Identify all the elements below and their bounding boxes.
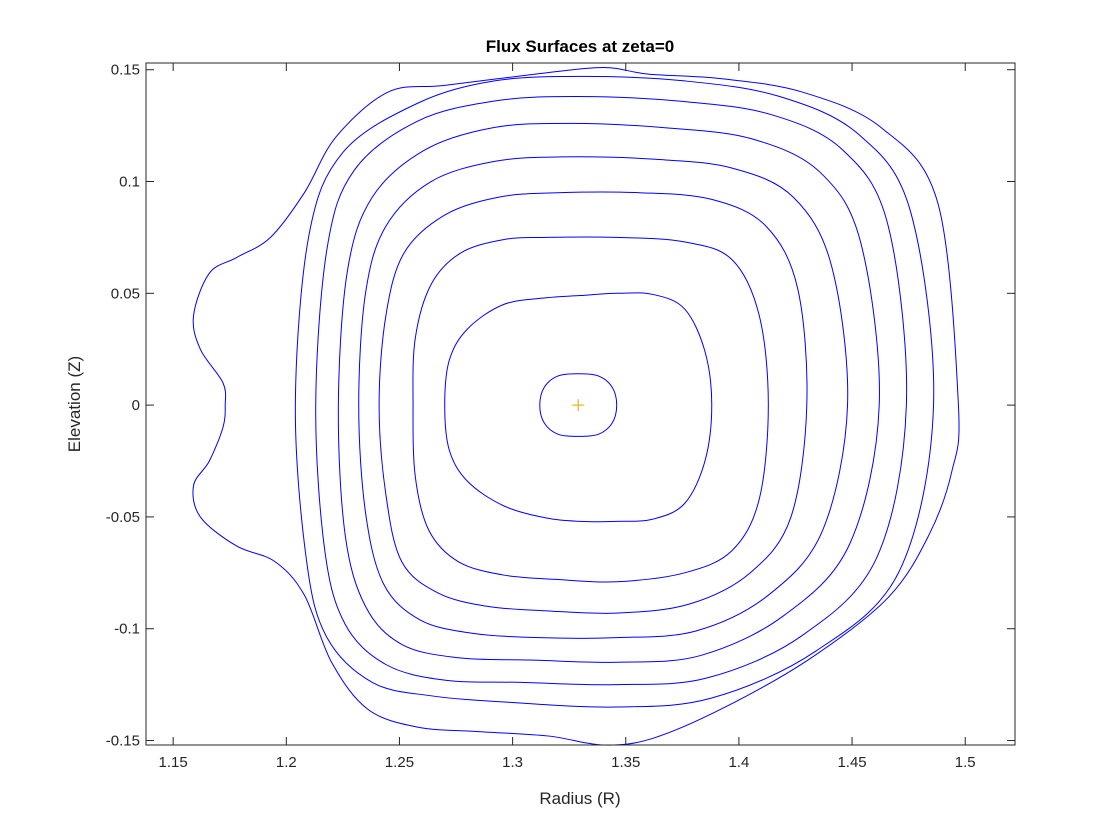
flux-surface-6 [337, 122, 880, 663]
y-tick-label: -0.05 [106, 509, 140, 526]
y-tick-label: -0.1 [114, 621, 140, 638]
flux-surface-3 [412, 236, 769, 583]
axes-box [145, 62, 1016, 746]
flux-surface-curves [192, 66, 960, 746]
chart-title: Flux Surfaces at zeta=0 [486, 37, 675, 56]
magnetic-axis-marker [572, 399, 585, 412]
x-tick-label: 1.2 [276, 754, 297, 771]
flux-surface-9 [192, 66, 960, 746]
flux-surface-5 [358, 156, 849, 639]
x-tick-label: 1.25 [385, 754, 414, 771]
x-tick-label: 1.35 [611, 754, 640, 771]
y-tick-label: 0 [132, 397, 140, 414]
flux-surface-7 [315, 96, 908, 686]
x-tick-label: 1.15 [159, 754, 188, 771]
flux-surface-1 [539, 373, 618, 437]
x-tick-label: 1.5 [955, 754, 976, 771]
y-tick-label: 0.1 [119, 174, 140, 191]
y-tick-label: 0.05 [111, 285, 140, 302]
y-tick-label: -0.15 [106, 733, 140, 750]
x-axis-ticks: 1.15 1.2 1.25 1.3 1.35 1.4 1.45 1.5 [159, 63, 976, 771]
y-axis-ticks: -0.15 -0.1 -0.05 0 0.05 0.1 0.15 [106, 62, 1015, 750]
y-tick-label: 0.15 [111, 62, 140, 79]
x-tick-label: 1.3 [502, 754, 523, 771]
flux-surface-8 [294, 75, 935, 708]
flux-surface-4 [378, 191, 808, 614]
x-tick-label: 1.4 [728, 754, 749, 771]
axes-background [146, 63, 1015, 745]
x-tick-label: 1.45 [837, 754, 866, 771]
x-axis-label: Radius (R) [539, 789, 620, 808]
flux-surface-2 [444, 292, 713, 523]
y-axis-label: Elevation (Z) [65, 356, 84, 452]
